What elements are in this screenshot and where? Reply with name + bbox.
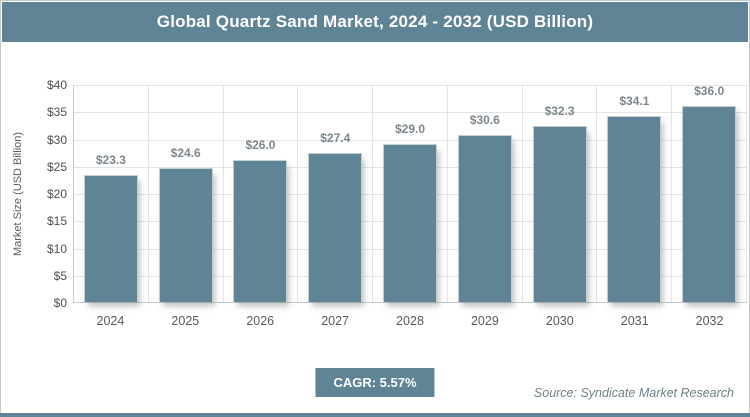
bar-value-label: $29.0 <box>395 121 426 136</box>
bar <box>607 116 662 302</box>
y-tick-label: $20 <box>46 187 67 201</box>
x-tick-label: 2026 <box>246 314 275 328</box>
h-gridline <box>74 85 747 86</box>
bar-value-label: $30.6 <box>469 113 500 128</box>
h-gridline <box>74 139 747 141</box>
y-tick-label: $25 <box>46 159 67 174</box>
x-tick-label: 2032 <box>695 314 724 328</box>
bar-category-cell: $29.0 <box>373 85 448 302</box>
plot-area: $23.3 $24.6 $26.0 $27.4 $29.0 $30.6 $32.3 $34.1… <box>73 83 748 303</box>
cagr-label: CAGR: 5.57% <box>333 375 417 390</box>
y-tick-label: $10 <box>46 241 67 256</box>
cagr-badge: CAGR: 5.57% <box>315 368 435 397</box>
x-axis-tick-labels: 2024 2025 2026 2027 2028 2029 2030 2031 2032 <box>73 304 747 328</box>
bar-category-cell: $24.6 <box>149 85 224 302</box>
bar-category-cell: $23.3 <box>74 85 149 302</box>
bar <box>532 125 587 302</box>
y-tick-label: $35 <box>46 105 67 120</box>
x-tick-label: 2027 <box>321 314 350 328</box>
bar <box>308 152 363 302</box>
bar <box>233 160 288 302</box>
x-tick-label: 2024 <box>96 314 125 328</box>
y-tick-label: $15 <box>46 214 67 229</box>
y-tick-label: $40 <box>46 78 67 92</box>
bottom-accent-bar <box>0 413 750 417</box>
bar <box>158 167 213 302</box>
bar <box>682 105 737 302</box>
y-tick-label: $5 <box>53 268 67 283</box>
y-tick-label: $30 <box>46 132 67 147</box>
y-tick-label: $0 <box>53 296 67 310</box>
bar-category-cell: $36.0 <box>672 83 748 302</box>
bar-value-label: $27.4 <box>320 130 351 145</box>
x-tick-label: 2028 <box>396 314 424 328</box>
bar <box>83 175 138 302</box>
bar <box>383 143 438 302</box>
bar-category-cell: $32.3 <box>523 85 598 302</box>
bar-value-label: $26.0 <box>245 138 276 153</box>
y-axis-tick-labels: $0 $5 $10 $15 $20 $25 $30 $35 $40 <box>0 78 67 310</box>
bar-value-label: $23.3 <box>95 153 126 168</box>
chart-title: Global Quartz Sand Market, 2024 - 2032 (… <box>156 12 594 31</box>
chart-title-bar: Global Quartz Sand Market, 2024 - 2032 (… <box>2 2 748 42</box>
x-tick-label: 2030 <box>545 314 574 328</box>
bar-value-label: $34.1 <box>619 94 650 109</box>
bar <box>457 135 512 302</box>
bar-category-cell: $34.1 <box>597 85 673 302</box>
bar-value-label: $36.0 <box>694 83 725 98</box>
bar-category-cell: $26.0 <box>224 85 299 302</box>
x-tick-label: 2031 <box>620 314 649 328</box>
bar-category-cell: $30.6 <box>448 85 523 302</box>
x-tick-label: 2029 <box>470 314 499 328</box>
source-credit: Source: Syndicate Market Research <box>533 386 734 400</box>
bar-value-label: $24.6 <box>170 145 201 160</box>
h-gridline <box>74 112 747 114</box>
bar-category-cell: $27.4 <box>298 85 374 302</box>
x-tick-label: 2025 <box>171 314 200 328</box>
bar-value-label: $32.3 <box>544 103 575 118</box>
bar-categories: $23.3 $24.6 $26.0 $27.4 $29.0 $30.6 $32.3 $34.1… <box>74 83 748 302</box>
